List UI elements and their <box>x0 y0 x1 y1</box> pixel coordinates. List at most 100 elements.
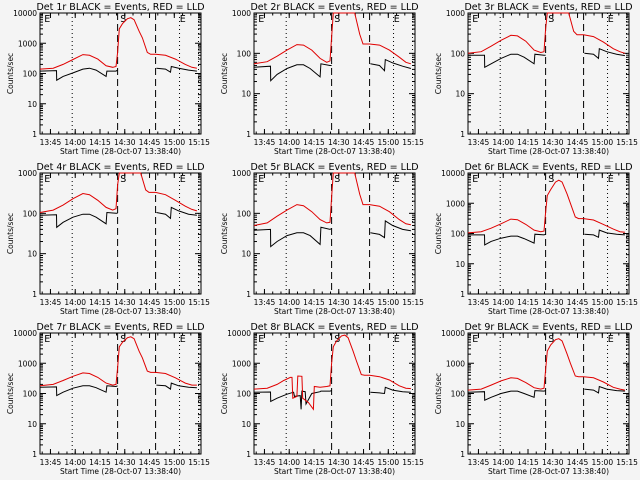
y-axis-label: Counts/sec <box>434 213 443 254</box>
y-tick-label: 10 <box>455 420 465 429</box>
series-lld-line <box>253 334 411 411</box>
x-tick-label: 13:45 <box>254 138 276 147</box>
y-tick-label: 10 <box>241 420 251 429</box>
interval-label-E: E <box>472 14 478 25</box>
panel-5: Det 5r BLACK = Events, RED = LLD 1 10 100 10… <box>220 162 424 316</box>
x-tick-label: 14:15 <box>89 138 111 147</box>
y-axis-label: Counts/sec <box>6 213 15 254</box>
interval-label-E: E <box>258 14 264 25</box>
panel-title: Det 2r BLACK = Events, RED = LLD <box>250 2 418 13</box>
x-tick-label: 15:15 <box>616 298 638 307</box>
y-tick-label: 10 <box>27 100 37 109</box>
x-tick-label: 15:15 <box>188 298 210 307</box>
x-axis-label: Start Time (28-Oct-07 13:38:40) <box>274 467 395 476</box>
panel-8: Det 8r BLACK = Events, RED = LLD 1 10 100 10… <box>220 322 424 476</box>
panel-1: Det 1r BLACK = Events, RED = LLD 1 10 100 10… <box>6 2 210 156</box>
y-tick-label: 1000 <box>446 9 465 18</box>
interval-label-S: S <box>548 334 554 345</box>
series-lld-line <box>253 12 412 65</box>
x-axis-label: Start Time (28-Oct-07 13:38:40) <box>274 307 395 316</box>
series-events-line <box>468 53 546 69</box>
y-tick-label: 100 <box>451 49 466 58</box>
x-axis-label: Start Time (28-Oct-07 13:38:40) <box>274 147 395 156</box>
x-tick-label: 14:00 <box>278 298 300 307</box>
y-tick-label: 1 <box>32 130 37 139</box>
x-tick-label: 14:45 <box>139 138 161 147</box>
panel-title: Det 9r BLACK = Events, RED = LLD <box>464 322 632 333</box>
panel-title: Det 8r BLACK = Events, RED = LLD <box>250 322 418 333</box>
panel-title: Det 6r BLACK = Events, RED = LLD <box>464 162 632 173</box>
x-tick-label: 14:45 <box>353 138 375 147</box>
interval-label-S: S <box>548 174 554 185</box>
x-tick-label: 15:15 <box>402 298 424 307</box>
interval-label-E: E <box>258 334 264 345</box>
x-tick-label: 14:15 <box>303 298 325 307</box>
y-tick-label: 100 <box>23 209 38 218</box>
series-lld-line <box>39 336 197 387</box>
x-tick-label: 13:45 <box>40 138 62 147</box>
series-events-line <box>468 233 546 246</box>
y-tick-label: 1 <box>32 450 37 459</box>
plot-frame <box>39 332 202 455</box>
x-tick-label: 15:15 <box>188 458 210 467</box>
x-tick-label: 14:45 <box>353 298 375 307</box>
panel-9: Det 9r BLACK = Events, RED = LLD 1 10 100 10… <box>434 322 638 476</box>
x-axis-label: Start Time (28-Oct-07 13:38:40) <box>60 307 181 316</box>
y-tick-label: 100 <box>237 209 252 218</box>
y-tick-label: 1000 <box>232 169 251 178</box>
x-tick-label: 14:15 <box>89 458 111 467</box>
x-tick-label: 14:30 <box>542 138 564 147</box>
x-tick-label: 15:00 <box>163 458 185 467</box>
x-tick-label: 14:45 <box>567 298 589 307</box>
x-tick-label: 14:45 <box>567 138 589 147</box>
y-tick-label: 1 <box>460 450 465 459</box>
interval-label-E: E <box>180 334 186 345</box>
y-tick-label: 1 <box>246 450 251 459</box>
series-events-line <box>370 386 411 395</box>
x-tick-label: 14:30 <box>542 298 564 307</box>
y-tick-label: 10 <box>27 420 37 429</box>
y-tick-label: 1000 <box>18 359 37 368</box>
x-tick-label: 13:45 <box>468 458 490 467</box>
x-tick-label: 14:15 <box>517 138 539 147</box>
x-tick-label: 15:15 <box>402 458 424 467</box>
panel-3: Det 3r BLACK = Events, RED = LLD 1 10 100 10… <box>434 2 638 156</box>
y-tick-label: 10 <box>455 90 465 99</box>
x-tick-label: 15:15 <box>188 138 210 147</box>
panel-title: Det 7r BLACK = Events, RED = LLD <box>36 322 204 333</box>
panel-title: Det 5r BLACK = Events, RED = LLD <box>250 162 418 173</box>
x-tick-label: 13:45 <box>468 298 490 307</box>
x-tick-label: 15:15 <box>402 138 424 147</box>
plot-frame <box>253 172 416 295</box>
series-events-line <box>39 211 118 229</box>
series-events-line <box>584 47 625 60</box>
panel-7: Det 7r BLACK = Events, RED = LLD 1 10 100 10… <box>6 322 210 476</box>
x-tick-label: 15:00 <box>163 138 185 147</box>
x-tick-label: 14:00 <box>278 138 300 147</box>
x-tick-label: 15:00 <box>377 458 399 467</box>
y-tick-label: 10000 <box>227 329 251 338</box>
series-events-line <box>156 382 197 390</box>
series-events-line <box>39 385 118 397</box>
x-tick-label: 15:15 <box>616 138 638 147</box>
x-tick-label: 14:15 <box>89 298 111 307</box>
plot-frame <box>467 12 630 135</box>
series-events-line <box>156 206 197 220</box>
interval-label-E: E <box>180 174 186 185</box>
series-events-line <box>39 67 118 82</box>
y-tick-label: 1000 <box>232 9 251 18</box>
series-lld-line <box>467 12 626 54</box>
x-tick-label: 14:15 <box>303 138 325 147</box>
plot-frame <box>253 332 416 455</box>
interval-label-E: E <box>44 14 50 25</box>
y-tick-label: 1000 <box>18 39 37 48</box>
interval-label-E: E <box>608 334 614 345</box>
interval-label-E: E <box>258 174 264 185</box>
x-tick-label: 15:00 <box>591 458 613 467</box>
x-tick-label: 14:45 <box>567 458 589 467</box>
x-tick-label: 14:45 <box>139 458 161 467</box>
series-lld-line <box>39 17 197 70</box>
x-tick-label: 14:30 <box>114 458 136 467</box>
interval-label-E: E <box>608 174 614 185</box>
